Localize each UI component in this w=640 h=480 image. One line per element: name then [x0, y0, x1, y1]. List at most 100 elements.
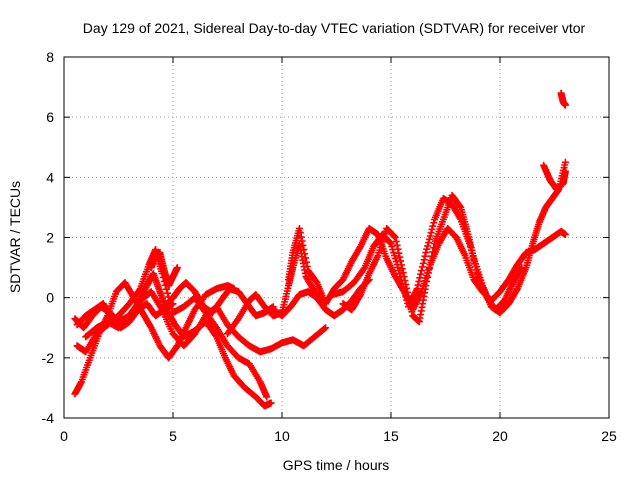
x-axis-label: GPS time / hours [283, 457, 390, 473]
data-point [430, 219, 438, 227]
data-point [427, 229, 435, 237]
series-layer [71, 89, 569, 410]
data-point [430, 244, 438, 252]
data-point [418, 267, 426, 275]
data-point [561, 101, 569, 109]
data-point [414, 281, 422, 289]
data-point [429, 248, 437, 256]
data-point [425, 235, 433, 243]
data-point [424, 273, 432, 281]
data-point [396, 253, 404, 261]
data-point [396, 270, 404, 278]
series-track-k [160, 279, 277, 320]
x-tick-label: 5 [169, 428, 177, 444]
data-point [561, 167, 569, 175]
data-point [417, 270, 425, 278]
data-point [395, 249, 403, 257]
data-point [135, 286, 143, 294]
data-point [421, 252, 429, 260]
data-point [402, 280, 410, 288]
x-tick-label: 10 [274, 428, 290, 444]
data-point [403, 284, 411, 292]
x-tick-label: 15 [383, 428, 399, 444]
grid [64, 57, 609, 418]
data-point [297, 233, 305, 241]
data-point [365, 276, 373, 284]
x-tick-label: 20 [492, 428, 508, 444]
data-point [422, 282, 430, 290]
data-point [420, 256, 428, 264]
data-point [415, 277, 423, 285]
y-tick-label: 6 [46, 109, 54, 125]
data-point [428, 252, 436, 260]
series-track-i [557, 89, 569, 109]
data-point [399, 269, 407, 277]
series-track-j [73, 300, 177, 332]
y-tick-label: 8 [46, 49, 54, 65]
series-track-l [269, 276, 373, 320]
y-tick-label: 0 [46, 290, 54, 306]
data-point [426, 261, 434, 269]
data-point [302, 254, 310, 262]
data-point [364, 277, 372, 285]
data-point [401, 277, 409, 285]
data-point [390, 233, 398, 241]
data-point [422, 249, 430, 257]
data-point [322, 324, 330, 332]
data-point [263, 393, 271, 401]
data-point [425, 265, 433, 273]
y-tick-label: 2 [46, 230, 54, 246]
data-point [426, 232, 434, 240]
y-tick-label: 4 [46, 169, 54, 185]
data-point [405, 296, 413, 304]
y-tick-label: -4 [42, 410, 55, 426]
data-point [360, 265, 368, 273]
data-point [298, 237, 306, 245]
data-point [428, 225, 436, 233]
data-point [397, 257, 405, 265]
data-point [400, 273, 408, 281]
chart-title: Day 129 of 2021, Sidereal Day-to-day VTE… [83, 20, 586, 36]
data-point [427, 256, 435, 264]
y-axis-label: SDTVAR / TECUs [7, 181, 23, 293]
data-point [391, 234, 399, 241]
data-point [561, 158, 569, 166]
data-point [301, 250, 309, 258]
data-point [406, 300, 414, 308]
data-point [424, 269, 432, 277]
data-point [418, 263, 426, 271]
data-point [394, 245, 402, 253]
data-point [404, 292, 412, 300]
data-point [398, 265, 406, 273]
data-point [513, 286, 521, 294]
x-tick-label: 0 [60, 428, 68, 444]
series-track-d [82, 288, 330, 356]
data-point [300, 246, 308, 254]
data-point [424, 239, 432, 247]
data-point [423, 277, 431, 285]
data-point [164, 289, 172, 297]
data-point [386, 239, 394, 247]
data-point [392, 237, 400, 245]
tick-layer: 0 5 10 15 20 25 -4 -2 0 2 4 6 8 [42, 49, 617, 444]
data-point [404, 288, 412, 296]
data-point [424, 242, 432, 250]
data-point [321, 325, 329, 333]
series-track-h [540, 161, 569, 193]
y-tick-label: -2 [42, 350, 55, 366]
data-point [162, 285, 170, 293]
data-point [299, 241, 307, 249]
data-point [173, 264, 181, 272]
data-point [303, 262, 311, 270]
data-point [295, 224, 303, 232]
data-point [423, 245, 431, 253]
data-point [561, 230, 569, 238]
data-point [407, 304, 415, 312]
data-point [296, 229, 304, 237]
data-point [393, 241, 401, 249]
x-tick-label: 25 [601, 428, 617, 444]
data-point [456, 202, 464, 210]
data-point [408, 308, 416, 316]
data-point [267, 399, 275, 407]
